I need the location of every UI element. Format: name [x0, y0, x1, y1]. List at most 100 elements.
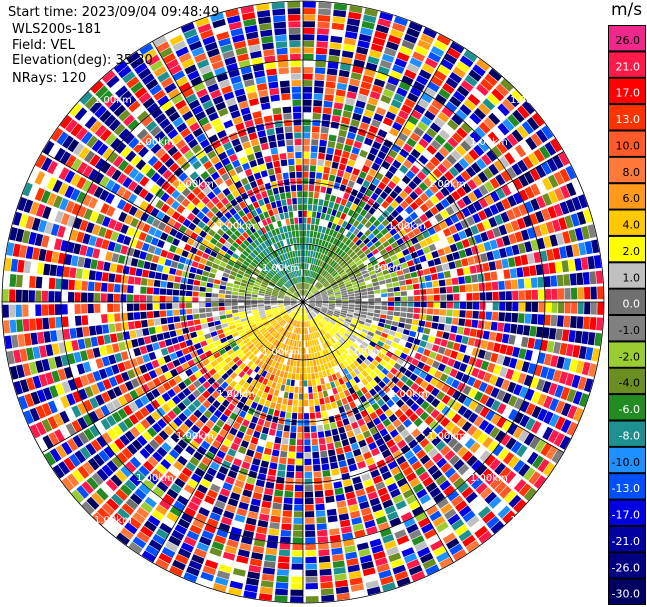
gate-cell — [250, 379, 258, 387]
gate-cell — [109, 333, 118, 343]
gate-cell — [334, 310, 341, 314]
gate-cell — [335, 349, 342, 357]
gate-cell — [232, 331, 239, 338]
gate-cell — [231, 295, 238, 299]
gate-cell — [257, 344, 264, 351]
gate-cell — [95, 271, 103, 281]
gate-cell — [197, 263, 205, 270]
gate-cell — [169, 267, 177, 275]
gate-cell — [262, 406, 269, 414]
gate-cell — [316, 266, 321, 273]
gate-cell — [121, 447, 133, 460]
gate-cell — [434, 337, 442, 345]
gate-cell — [404, 369, 413, 378]
gate-cell — [406, 137, 417, 148]
gate-cell — [489, 477, 502, 490]
gate-cell — [505, 302, 512, 311]
gate-cell — [355, 298, 362, 302]
gate-cell — [405, 318, 413, 324]
gate-cell — [486, 341, 495, 351]
gate-cell — [428, 243, 437, 252]
gate-cell — [327, 311, 334, 315]
gate-cell — [435, 380, 445, 390]
gate-cell — [198, 376, 207, 384]
gate-cell — [259, 312, 266, 316]
gate-cell — [499, 291, 506, 301]
gate-cell — [172, 289, 180, 296]
gate-cell — [332, 554, 344, 562]
gate-cell — [373, 333, 381, 340]
gate-cell — [502, 118, 515, 132]
gate-cell — [361, 305, 368, 309]
gate-cell — [410, 148, 421, 159]
gate-cell — [311, 311, 317, 317]
gate-cell — [360, 445, 370, 454]
gate-cell — [263, 331, 269, 337]
gate-cell — [222, 482, 233, 491]
gate-cell — [42, 387, 53, 401]
gate-cell — [264, 400, 271, 408]
gate-cell — [277, 376, 283, 384]
gate-cell — [540, 366, 549, 379]
gate-cell — [321, 120, 330, 128]
gate-cell — [454, 524, 469, 537]
gate-cell — [320, 186, 327, 193]
gate-cell — [504, 280, 512, 290]
gate-cell — [360, 507, 372, 516]
gate-cell — [355, 260, 363, 266]
gate-cell — [311, 211, 317, 218]
gate-cell — [489, 426, 501, 439]
gate-cell — [212, 582, 227, 593]
gate-cell — [505, 246, 514, 257]
gate-cell — [253, 348, 260, 356]
gate-cell — [258, 89, 269, 98]
gate-cell — [420, 302, 427, 308]
gate-cell — [328, 308, 335, 312]
gate-cell — [271, 360, 277, 368]
gate-cell — [466, 293, 473, 301]
gate-cell — [208, 429, 218, 439]
gate-cell — [315, 54, 327, 61]
gate-cell — [190, 495, 202, 506]
gate-cell — [195, 512, 208, 523]
gate-cell — [112, 424, 123, 437]
gate-cell — [204, 333, 212, 340]
gate-cell — [240, 355, 248, 362]
gate-cell — [518, 203, 528, 216]
gate-cell — [337, 453, 346, 462]
gate-cell — [386, 372, 395, 380]
gate-cell — [286, 238, 291, 246]
gate-cell — [116, 532, 130, 546]
gate-cell — [266, 541, 278, 549]
gate-cell — [446, 154, 457, 165]
gate-cell — [439, 309, 447, 316]
gate-cell — [194, 274, 202, 281]
gate-cell — [417, 346, 425, 354]
gate-cell — [506, 94, 520, 108]
gate-cell — [277, 348, 282, 356]
gate-cell — [305, 243, 309, 250]
gate-cell — [229, 380, 238, 388]
gate-cell — [576, 211, 587, 225]
gate-cell — [323, 271, 329, 278]
gate-cell — [258, 513, 270, 522]
gate-cell — [437, 363, 446, 372]
gate-cell — [274, 489, 284, 497]
gate-cell — [315, 316, 321, 322]
gate-cell — [44, 451, 56, 466]
gate-cell — [478, 311, 486, 320]
gate-cell — [323, 334, 328, 341]
gate-cell — [315, 297, 322, 300]
gate-cell — [332, 326, 339, 332]
gate-cell — [219, 360, 227, 368]
gate-cell — [101, 356, 111, 367]
gate-cell — [236, 508, 248, 517]
gate-cell — [2, 289, 9, 302]
gate-cell — [198, 302, 205, 308]
gate-cell — [539, 223, 549, 236]
gate-cell — [313, 309, 319, 314]
gate-cell — [337, 319, 344, 325]
gate-cell — [367, 344, 374, 351]
gate-cell — [162, 381, 172, 391]
gate-cell — [355, 326, 363, 331]
